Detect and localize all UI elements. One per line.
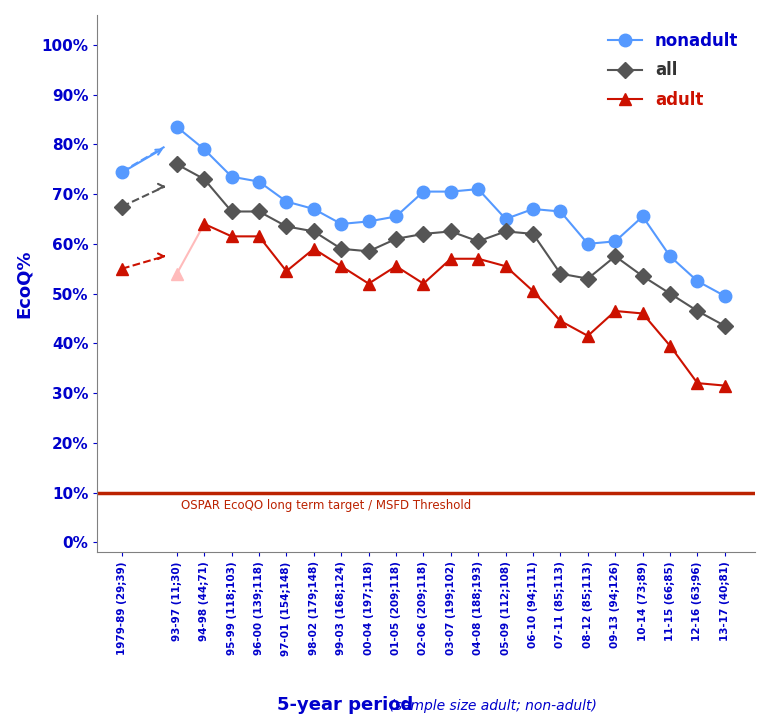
Text: OSPAR EcoQO long term target / MSFD Threshold: OSPAR EcoQO long term target / MSFD Thre… <box>181 499 471 512</box>
Text: 5-year period: 5-year period <box>277 696 413 715</box>
Legend: nonadult, all, adult: nonadult, all, adult <box>600 23 747 118</box>
Text: (sample size adult; non-adult): (sample size adult; non-adult) <box>385 699 597 713</box>
Y-axis label: EcoQ%: EcoQ% <box>15 249 33 318</box>
